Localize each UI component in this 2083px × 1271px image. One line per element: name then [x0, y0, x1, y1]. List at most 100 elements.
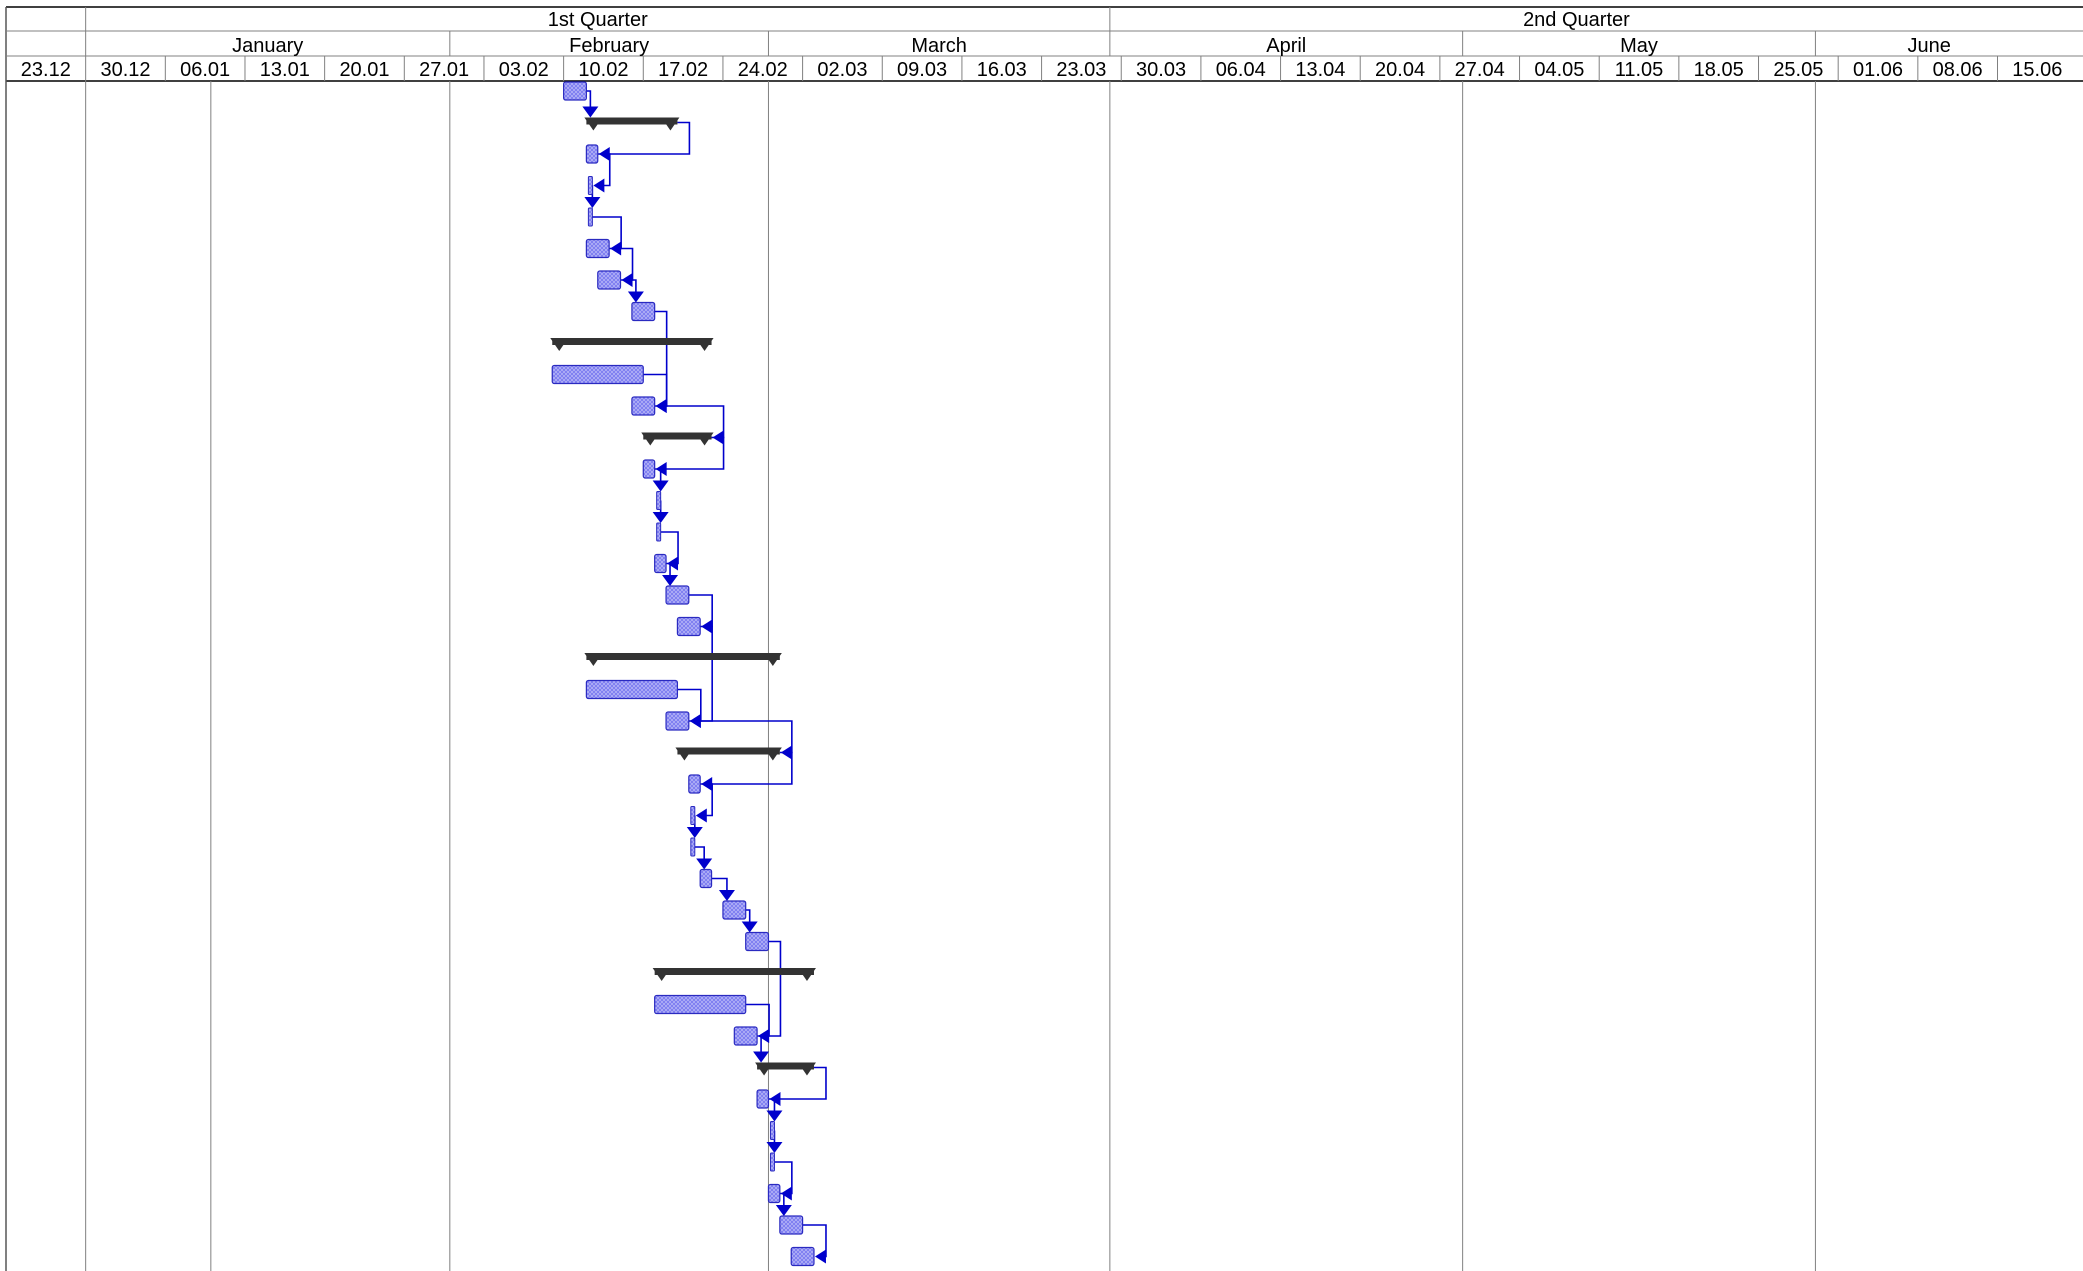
summary-left-cap [550, 338, 569, 351]
link-arrowhead [775, 1205, 792, 1216]
quarter-label: 1st Quarter [548, 9, 648, 31]
week-tick-label: 06.01 [180, 59, 230, 81]
month-label: February [569, 35, 649, 57]
week-tick-label: 09.03 [897, 59, 947, 81]
link-line [654, 310, 668, 407]
month-label: March [911, 35, 967, 57]
task-bar [676, 616, 701, 637]
summary-bar [641, 432, 714, 446]
summary-bar [550, 338, 714, 351]
link-line [778, 1066, 827, 1100]
dependency-links [582, 90, 827, 1264]
task-bar [656, 491, 662, 510]
summary-bar-body [552, 338, 712, 345]
dependency-link [753, 1035, 770, 1063]
summary-right-cap [797, 1062, 816, 1076]
task-bar [733, 1026, 758, 1046]
dependency-link [775, 1192, 792, 1216]
task-bar [587, 207, 593, 227]
link-arrowhead [718, 890, 735, 901]
summary-bar [584, 117, 680, 131]
task-bar [631, 301, 656, 322]
summary-left-cap [755, 1062, 774, 1076]
week-tick-label: 11.05 [1615, 59, 1664, 81]
summary-bar-body [654, 968, 814, 975]
summary-bar [675, 747, 782, 761]
link-line [607, 121, 691, 155]
summary-left-cap [584, 117, 603, 131]
week-tick-label: 20.01 [339, 59, 389, 81]
dependency-link [694, 846, 713, 870]
timescale-grid [5, 6, 2083, 1271]
task-bar [587, 176, 593, 195]
link-arrowhead [758, 1029, 770, 1043]
summary-bar [755, 1062, 816, 1076]
summary-left-cap [584, 653, 603, 666]
summary-bar-body [586, 117, 678, 125]
link-line [757, 1035, 762, 1053]
summary-right-cap [661, 117, 680, 131]
link-arrowhead [652, 512, 669, 523]
task-bar [790, 1246, 815, 1267]
week-tick-label: 23.12 [21, 59, 71, 81]
quarter-label: 2nd Quarter [1523, 9, 1630, 31]
task-bar [756, 1089, 770, 1109]
week-tick-label: 16.03 [977, 59, 1027, 81]
task-bar [563, 81, 587, 101]
task-bar [767, 1183, 781, 1204]
dependency-link [769, 1066, 827, 1106]
week-tick-label: 10.02 [578, 59, 628, 81]
dependency-link [593, 153, 611, 193]
month-label: May [1620, 35, 1658, 57]
week-tick-label: 08.06 [1933, 59, 1983, 81]
timescale-header: 1st Quarter 2nd Quarter January February Mar… [21, 9, 2063, 81]
link-line [586, 90, 592, 108]
week-tick-label: 18.05 [1694, 59, 1744, 81]
task-bar [779, 1215, 804, 1235]
dependency-link [662, 562, 679, 586]
week-tick-label: 02.03 [817, 59, 867, 81]
link-arrowhead [814, 1249, 826, 1264]
task-bar [699, 868, 713, 889]
month-label: January [232, 35, 303, 57]
week-tick-label: 24.02 [738, 59, 788, 81]
link-line [779, 1192, 785, 1206]
task-bars [550, 81, 816, 1267]
task-bar [690, 837, 696, 857]
week-tick-label: 03.02 [499, 59, 549, 81]
task-bar [722, 900, 747, 920]
link-line [745, 909, 751, 923]
week-tick-label: 06.04 [1216, 59, 1266, 81]
link-line [700, 783, 713, 817]
link-line [666, 562, 671, 576]
link-arrowhead [652, 480, 669, 492]
task-bar [551, 364, 644, 385]
week-tick-label: 25.05 [1773, 59, 1823, 81]
dependency-link [745, 1003, 770, 1043]
link-arrowhead [686, 827, 703, 838]
dependency-link [620, 279, 644, 303]
week-tick-label: 20.04 [1375, 59, 1425, 81]
task-bar [690, 806, 696, 825]
link-arrowhead [766, 1110, 783, 1122]
link-line [711, 877, 728, 891]
task-bar [585, 238, 610, 259]
link-arrowhead [582, 106, 599, 118]
link-line [694, 846, 705, 860]
task-bar [656, 522, 662, 542]
summary-bar [584, 653, 782, 666]
task-bar [654, 553, 667, 574]
week-tick-label: 15.06 [2012, 59, 2062, 81]
link-arrowhead [780, 1186, 792, 1201]
summary-right-cap [695, 338, 714, 351]
link-line [654, 468, 662, 482]
link-line [620, 279, 637, 293]
week-tick-label: 27.01 [419, 59, 469, 81]
dependency-link [582, 90, 599, 118]
summary-left-cap [652, 968, 671, 981]
link-arrowhead [696, 858, 713, 870]
month-label: April [1266, 35, 1306, 57]
dependency-link [655, 436, 725, 476]
summary-bar-body [586, 653, 780, 660]
